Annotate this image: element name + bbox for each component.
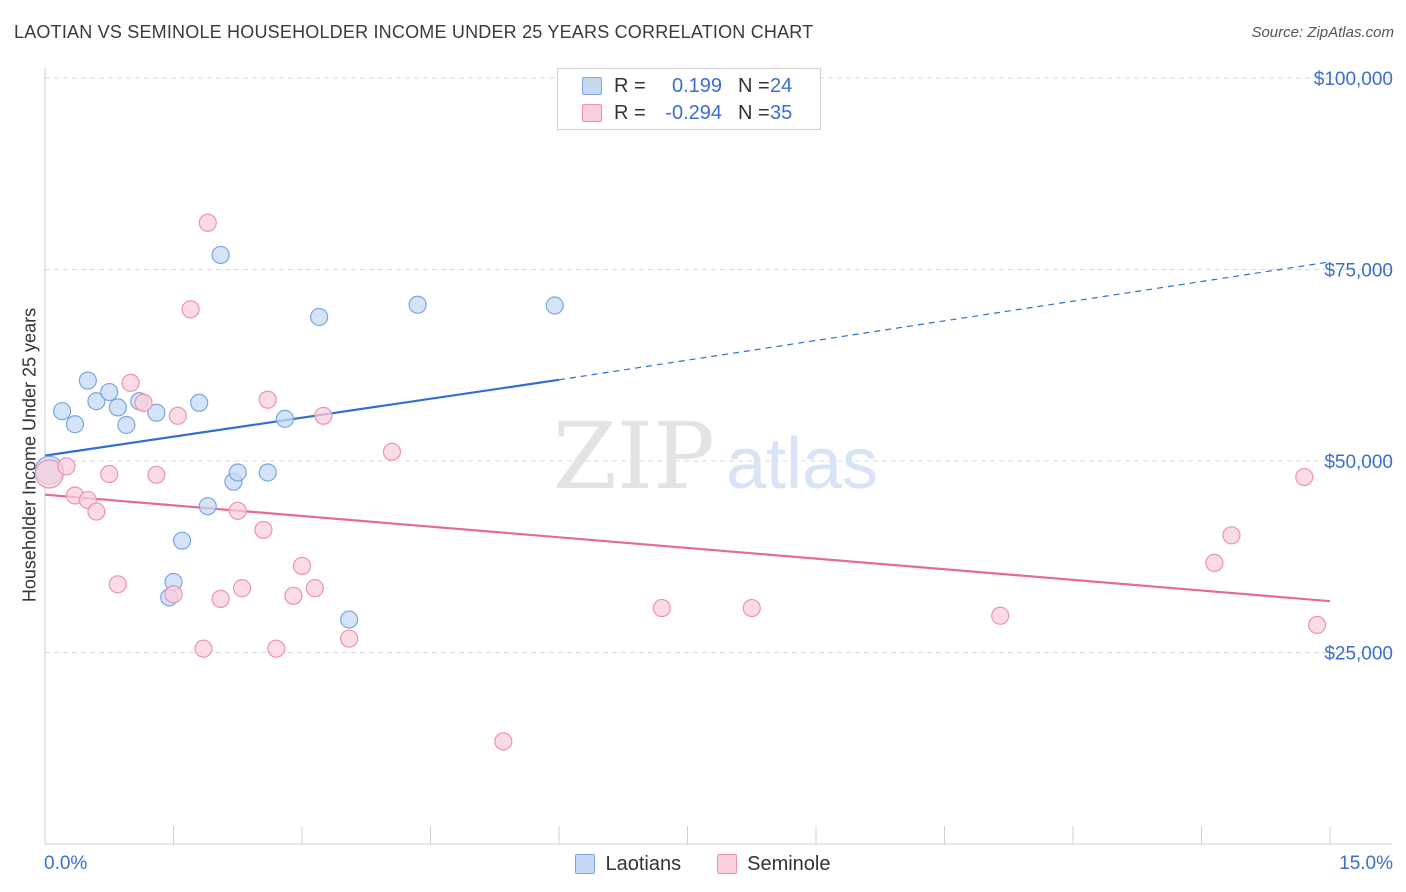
- point-seminole: [228, 501, 247, 520]
- point-laotians: [65, 415, 85, 434]
- point-seminole: [652, 598, 671, 618]
- point-seminole: [494, 732, 513, 751]
- watermark-zip: ZIP: [553, 403, 715, 510]
- point-laotians: [310, 307, 329, 327]
- legend-r-value: 0.199: [671, 74, 722, 97]
- y-tick-label: $75,000: [1324, 261, 1393, 282]
- point-seminole: [121, 373, 140, 392]
- watermark: ZIP atlas: [553, 403, 878, 510]
- trend-line-laotians: [44, 378, 560, 457]
- legend-r-label: R =: [614, 74, 646, 97]
- point-seminole: [147, 465, 166, 484]
- legend-row-laotians: R = 0.199 N = 24: [582, 74, 792, 98]
- point-laotians: [275, 409, 294, 428]
- data-points: [34, 213, 1327, 751]
- point-laotians: [87, 392, 106, 411]
- legend-item-seminole[interactable]: Seminole: [717, 852, 831, 876]
- legend-n-value: 24: [770, 74, 793, 97]
- point-seminole: [258, 390, 277, 409]
- point-seminole: [57, 457, 76, 476]
- legend-n-label: N =: [738, 74, 770, 97]
- point-laotians: [53, 402, 72, 421]
- point-seminole: [168, 406, 187, 425]
- grid-lines: [45, 77, 1392, 653]
- point-seminole: [181, 300, 200, 319]
- trend-line-seminole: [44, 493, 1331, 603]
- point-laotians: [100, 382, 119, 402]
- point-seminole: [1308, 615, 1327, 635]
- point-laotians: [198, 497, 217, 516]
- chart-title: LAOTIAN VS SEMINOLE HOUSEHOLDER INCOME U…: [14, 22, 814, 42]
- legend-label-seminole: Seminole: [747, 852, 831, 875]
- point-seminole: [742, 598, 761, 618]
- point-seminole: [1222, 526, 1241, 545]
- trend-line-extension: [558, 261, 1331, 381]
- point-seminole: [991, 606, 1010, 625]
- point-seminole: [305, 579, 324, 598]
- legend-item-laotians[interactable]: Laotians: [575, 853, 681, 876]
- point-seminole: [382, 442, 402, 461]
- point-laotians: [228, 463, 247, 482]
- point-seminole: [1295, 467, 1314, 487]
- watermark-atlas: atlas: [726, 424, 878, 504]
- series-legend: Laotians Seminole: [0, 851, 1406, 877]
- legend-swatch-pink: [717, 854, 738, 874]
- legend-r-label: R =: [614, 101, 646, 124]
- x-tick-label: 0.0%: [44, 853, 87, 874]
- point-laotians: [147, 403, 166, 422]
- point-seminole: [164, 585, 183, 604]
- point-seminole: [1205, 553, 1224, 572]
- point-laotians: [340, 610, 359, 629]
- legend-swatch-blue: [575, 854, 596, 874]
- y-tick-label: $25,000: [1324, 644, 1393, 665]
- point-seminole: [211, 589, 230, 608]
- legend-swatch-blue: [582, 77, 602, 95]
- point-seminole: [108, 575, 127, 594]
- legend-row-seminole: R = -0.294 N = 35: [582, 101, 792, 125]
- point-laotians: [190, 393, 209, 412]
- point-seminole: [232, 579, 252, 598]
- legend-n-value: 35: [770, 101, 793, 124]
- y-tick-label: $50,000: [1324, 452, 1393, 473]
- point-laotians: [545, 296, 564, 315]
- legend-n-label: N =: [738, 101, 770, 124]
- point-seminole: [292, 556, 312, 576]
- point-laotians: [108, 398, 127, 417]
- legend-label-laotians: Laotians: [605, 852, 682, 875]
- axes: [44, 68, 1392, 845]
- point-seminole: [254, 520, 273, 540]
- legend-r-value: -0.294: [665, 101, 722, 124]
- point-laotians: [408, 295, 427, 314]
- point-seminole: [134, 393, 153, 412]
- x-tick-label: 15.0%: [1339, 853, 1393, 874]
- point-seminole: [194, 639, 213, 658]
- point-laotians: [258, 463, 277, 482]
- point-seminole: [100, 464, 119, 484]
- legend-swatch-pink: [582, 104, 602, 122]
- point-seminole: [340, 629, 359, 648]
- point-seminole: [87, 502, 106, 521]
- point-seminole: [267, 639, 286, 658]
- stats-legend: R = 0.199 N = 24 R = -0.294 N = 35: [557, 68, 821, 130]
- point-seminole: [314, 406, 333, 425]
- y-tick-label: $100,000: [1314, 69, 1393, 90]
- source-note: Source: ZipAtlas.com: [1251, 24, 1394, 41]
- point-laotians: [172, 531, 192, 550]
- point-laotians: [211, 245, 230, 265]
- point-laotians: [78, 371, 97, 390]
- point-seminole: [284, 586, 303, 605]
- tick-labels: $25,000 $50,000 $75,000 $100,000 0.0% 15.0%: [44, 69, 1393, 874]
- point-seminole: [198, 213, 217, 232]
- point-laotians: [117, 415, 136, 435]
- trend-lines: [44, 261, 1331, 603]
